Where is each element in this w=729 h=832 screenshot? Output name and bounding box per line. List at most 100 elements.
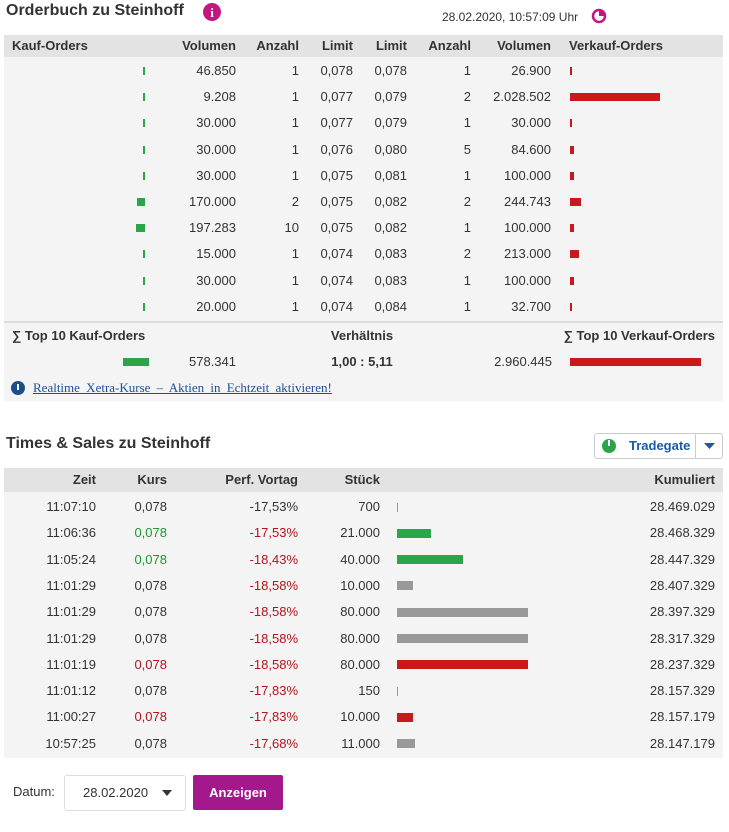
sell-total: 2.960.445 bbox=[494, 354, 552, 369]
date-select[interactable]: 28.02.2020 bbox=[64, 775, 186, 811]
order-cell: 1 bbox=[291, 167, 299, 183]
ts-body-bg bbox=[4, 492, 723, 758]
trade-cell: -18,58% bbox=[249, 630, 298, 646]
order-cell: 100.000 bbox=[504, 220, 551, 236]
order-cell: 0,076 bbox=[320, 141, 353, 157]
order-cell: 0,080 bbox=[374, 141, 407, 157]
order-cell: 0,082 bbox=[374, 220, 407, 236]
summary-label: ∑ Top 10 Verkauf-Orders bbox=[563, 328, 715, 343]
trade-cell: 0,078 bbox=[134, 577, 167, 593]
buy-volume-bar bbox=[143, 171, 145, 180]
order-cell: 0,075 bbox=[320, 220, 353, 236]
column-header: Volumen bbox=[497, 38, 551, 53]
order-cell: 0,078 bbox=[320, 63, 353, 78]
trade-cell: 80.000 bbox=[340, 604, 380, 620]
trade-cell: 0,078 bbox=[134, 525, 167, 541]
order-cell: 30.000 bbox=[511, 115, 551, 131]
quantity-bar bbox=[397, 502, 399, 512]
show-button[interactable]: Anzeigen bbox=[193, 775, 283, 810]
exchange-name: Tradegate bbox=[629, 438, 691, 453]
trade-cell: -18,58% bbox=[249, 656, 298, 672]
info-icon[interactable]: i bbox=[203, 3, 221, 21]
order-cell: 2 bbox=[463, 89, 471, 105]
trade-cell: 28.469.029 bbox=[649, 499, 715, 514]
trade-cell: -17,68% bbox=[249, 735, 298, 751]
order-cell: 30.000 bbox=[196, 167, 236, 183]
buy-total-bar bbox=[123, 358, 149, 366]
order-cell: 2 bbox=[291, 194, 299, 209]
order-cell: 0,074 bbox=[320, 272, 353, 288]
quantity-bar bbox=[397, 739, 416, 749]
trade-cell: 28.147.179 bbox=[649, 735, 715, 751]
trade-cell: -18,58% bbox=[249, 577, 298, 593]
link-icon bbox=[11, 381, 25, 395]
trade-cell: 10.000 bbox=[340, 709, 380, 725]
order-cell: 30.000 bbox=[196, 141, 236, 157]
quantity-bar bbox=[397, 555, 463, 565]
quantity-bar bbox=[397, 712, 414, 722]
trade-cell: -17,53% bbox=[249, 499, 298, 514]
trade-cell: 28.317.329 bbox=[649, 630, 715, 646]
order-cell: 100.000 bbox=[504, 272, 551, 288]
order-cell: 84.600 bbox=[511, 141, 551, 157]
summary-label: ∑ Top 10 Kauf-Orders bbox=[12, 328, 146, 343]
trade-cell: -17,83% bbox=[249, 683, 298, 699]
column-header: Kurs bbox=[137, 472, 167, 487]
trade-cell: 21.000 bbox=[340, 525, 380, 541]
order-cell: 1 bbox=[291, 89, 299, 105]
buy-volume-bar bbox=[143, 250, 145, 259]
order-cell: 0,074 bbox=[320, 246, 353, 262]
sell-volume-bar bbox=[570, 302, 572, 311]
order-cell: 0,074 bbox=[320, 298, 353, 314]
trade-cell: 10.000 bbox=[340, 577, 380, 593]
order-cell: 1 bbox=[291, 272, 299, 288]
exchange-select[interactable]: Tradegate bbox=[594, 433, 723, 459]
sell-volume-bar bbox=[570, 198, 581, 206]
order-cell: 0,078 bbox=[374, 63, 407, 78]
trade-cell: 28.157.179 bbox=[649, 709, 715, 725]
column-header: Anzahl bbox=[256, 38, 299, 53]
buy-volume-bar bbox=[137, 198, 145, 206]
order-cell: 1 bbox=[291, 115, 299, 131]
separator bbox=[4, 321, 723, 323]
order-cell: 1 bbox=[463, 63, 471, 78]
order-cell: 46.850 bbox=[196, 63, 236, 78]
order-cell: 1 bbox=[291, 63, 299, 78]
trade-cell: 28.447.329 bbox=[649, 551, 715, 567]
orderbook-body-bg bbox=[4, 57, 723, 401]
sell-total-bar bbox=[570, 358, 701, 366]
order-cell: 2 bbox=[463, 246, 471, 262]
quantity-bar bbox=[397, 660, 529, 670]
trade-cell: 11:01:29 bbox=[46, 630, 96, 646]
order-cell: 197.283 bbox=[189, 220, 236, 236]
column-header: Perf. Vortag bbox=[225, 472, 298, 487]
order-cell: 0,084 bbox=[374, 298, 407, 314]
ratio: 1,00 : 5,11 bbox=[331, 354, 393, 369]
column-header: Anzahl bbox=[428, 38, 471, 53]
trade-cell: 11:06:36 bbox=[46, 525, 96, 541]
order-cell: 9.208 bbox=[203, 89, 236, 105]
column-header: Limit bbox=[375, 38, 407, 53]
sell-volume-bar bbox=[570, 93, 660, 102]
timestamp: 28.02.2020, 10:57:09 Uhr bbox=[442, 10, 579, 24]
svg-text:i: i bbox=[210, 5, 214, 20]
quantity-bar bbox=[397, 607, 529, 617]
order-cell: 32.700 bbox=[511, 298, 551, 314]
trade-cell: 700 bbox=[358, 499, 380, 514]
trade-cell: 0,078 bbox=[134, 683, 167, 699]
order-cell: 1 bbox=[291, 246, 299, 262]
sell-volume-bar bbox=[570, 119, 572, 128]
refresh-icon[interactable] bbox=[591, 8, 607, 24]
sell-volume-bar bbox=[570, 276, 575, 285]
order-cell: 15.000 bbox=[196, 246, 236, 262]
quantity-bar bbox=[397, 581, 414, 591]
sell-volume-bar bbox=[570, 171, 575, 180]
dropdown-toggle[interactable] bbox=[695, 434, 723, 458]
realtime-link[interactable]: Realtime Xetra-Kurse – Aktien in Echtzei… bbox=[33, 380, 332, 395]
order-cell: 244.743 bbox=[504, 194, 551, 209]
order-cell: 0,075 bbox=[320, 167, 353, 183]
trade-cell: 0,078 bbox=[134, 656, 167, 672]
status-icon bbox=[602, 439, 616, 453]
order-cell: 1 bbox=[291, 141, 299, 157]
